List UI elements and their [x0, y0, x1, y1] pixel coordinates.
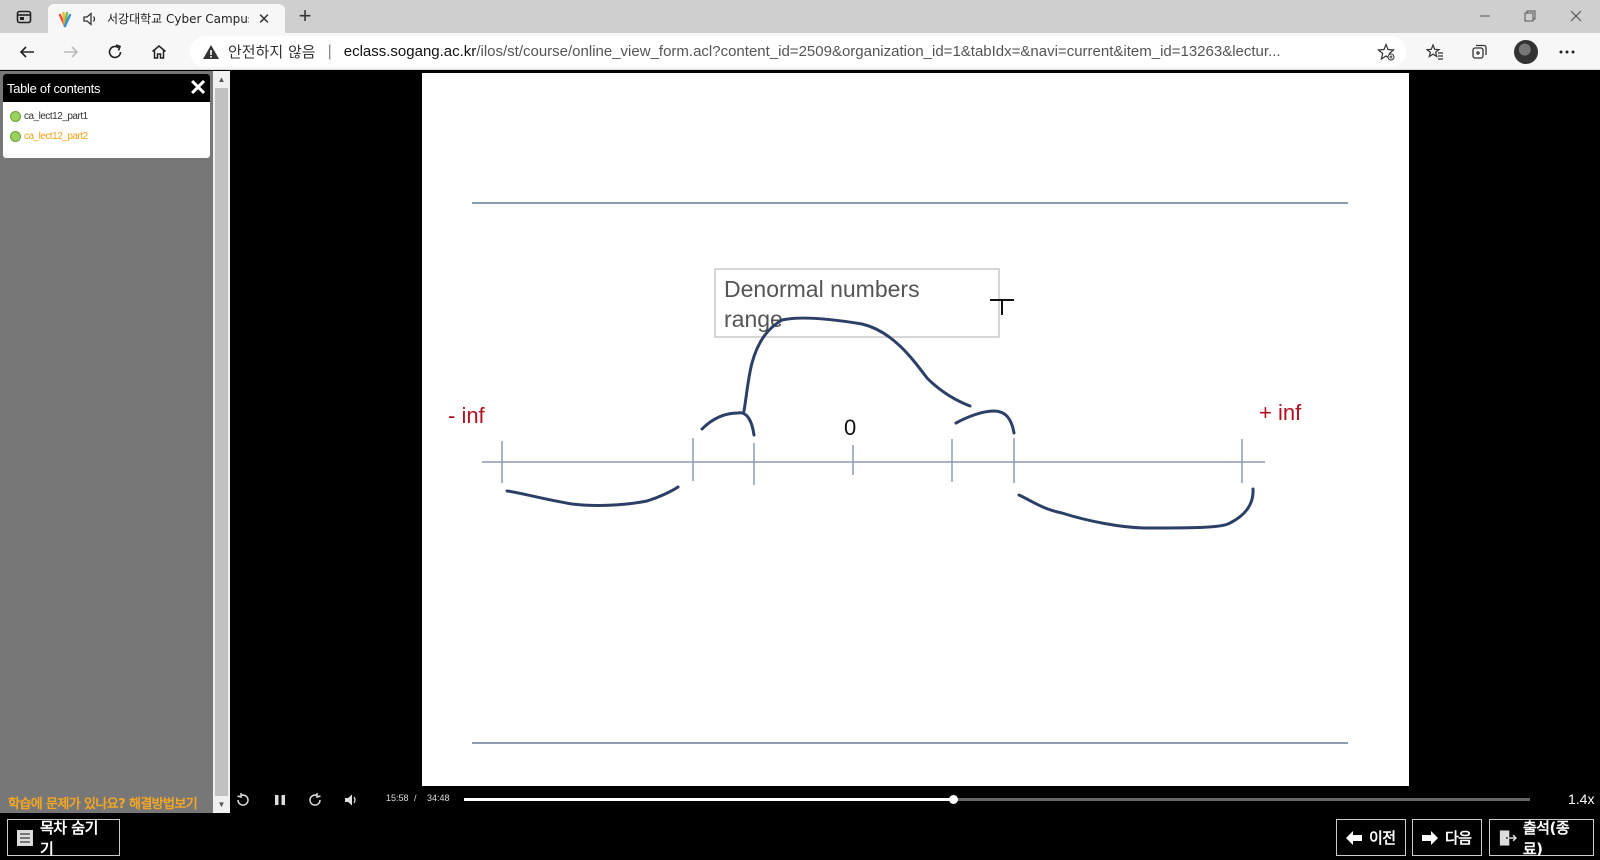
toc-close-icon[interactable]: ✕: [188, 75, 208, 100]
address-bar[interactable]: 안전하지 않음 | eclass.sogang.ac.kr/ilos/st/co…: [190, 36, 1406, 67]
add-favorite-icon[interactable]: [1376, 42, 1396, 62]
browser-tab-strip: 서강대학교 Cyber Campus ✕ +: [0, 0, 1600, 33]
crosshair-cursor-icon: [990, 299, 1014, 315]
vertical-scrollbar[interactable]: ▲ ▼: [213, 71, 230, 813]
callout-line-2: range: [724, 306, 783, 332]
scroll-up-icon[interactable]: ▲: [217, 75, 226, 84]
progress-fill: [464, 798, 954, 801]
browser-tab[interactable]: 서강대학교 Cyber Campus ✕: [48, 4, 285, 33]
rewind-icon[interactable]: [232, 790, 254, 810]
window-close-icon[interactable]: [1556, 4, 1596, 28]
back-arrow-icon[interactable]: [14, 39, 40, 65]
status-dot-icon: [10, 130, 21, 142]
favorites-icon[interactable]: [1422, 39, 1448, 65]
scroll-down-icon[interactable]: ▼: [217, 800, 226, 809]
denormal-callout-box: [714, 268, 1000, 338]
profile-avatar[interactable]: [1514, 40, 1538, 64]
collections-icon[interactable]: [1466, 39, 1492, 65]
toc-item-label: ca_lect12_part1: [24, 110, 88, 122]
handwritten-annotations: [505, 316, 1255, 530]
pos-inf-label: + inf: [1259, 400, 1302, 425]
current-time: 15:58: [386, 793, 409, 803]
volume-icon[interactable]: [340, 790, 362, 810]
playback-speed[interactable]: 1.4x: [1568, 791, 1595, 807]
time-separator: /: [414, 793, 417, 803]
url-path: /ilos/st/course/online_view_form.acl?con…: [476, 43, 1281, 60]
tab-title: 서강대학교 Cyber Campus: [107, 12, 249, 26]
progress-knob[interactable]: [949, 795, 959, 804]
progress-bar[interactable]: [464, 795, 1530, 804]
player-controls: 15:58 / 34:48 1.4x: [230, 786, 1600, 813]
tab-close-icon[interactable]: ✕: [257, 10, 271, 28]
url-text[interactable]: eclass.sogang.ac.kr/ilos/st/course/onlin…: [344, 43, 1344, 60]
arrow-right-icon: [1422, 830, 1438, 845]
sidebar: Table of contents ✕ ca_lect12_part1 ca_l…: [0, 71, 213, 813]
attendance-exit-label: 출석(종료): [1522, 818, 1570, 858]
annotation-denormal-arc: [742, 316, 972, 413]
video-player[interactable]: Denormal numbers range - inf + inf 0: [230, 71, 1600, 813]
reload-icon[interactable]: [102, 39, 128, 65]
callout-line-1: Denormal numbers: [724, 276, 920, 302]
tab-actions-icon[interactable]: [10, 6, 38, 28]
bottom-bar: 목차 숨기기 이전 다음 출석(종료): [0, 813, 1600, 860]
help-link[interactable]: 학습에 문제가 있나요? 해결방법보기: [8, 797, 198, 812]
toc-list: ca_lect12_part1 ca_lect12_part2: [3, 102, 210, 146]
exit-door-icon: [1499, 829, 1517, 846]
toc-header: Table of contents ✕: [3, 74, 210, 102]
site-favicon-icon: [56, 10, 74, 28]
lecture-slide: Denormal numbers range - inf + inf 0: [422, 73, 1409, 787]
number-line-ticks: [501, 438, 1243, 485]
toggle-toc-label: 목차 숨기기: [39, 818, 98, 858]
annotation-pos-overflow-arc: [1017, 487, 1255, 530]
arrow-left-icon: [1346, 830, 1362, 845]
previous-label: 이전: [1369, 829, 1396, 847]
status-dot-icon: [10, 110, 21, 122]
toc-item-label: ca_lect12_part2: [24, 130, 88, 142]
security-status-text[interactable]: 안전하지 않음: [228, 43, 316, 61]
scrollbar-thumb[interactable]: [215, 88, 228, 796]
more-menu-icon[interactable]: [1554, 39, 1580, 65]
toc-item-part2[interactable]: ca_lect12_part2: [3, 126, 210, 146]
warning-icon[interactable]: [202, 43, 220, 61]
new-tab-button[interactable]: +: [298, 3, 312, 28]
table-of-contents-panel: Table of contents ✕ ca_lect12_part1 ca_l…: [3, 74, 210, 158]
neg-inf-label: - inf: [448, 403, 486, 428]
annotation-neg-overflow-arc: [505, 485, 680, 507]
toggle-toc-button[interactable]: 목차 숨기기: [7, 818, 120, 858]
browser-toolbar: 안전하지 않음 | eclass.sogang.ac.kr/ilos/st/co…: [0, 33, 1600, 70]
forward-icon[interactable]: [304, 790, 326, 810]
annotation-denormal-right-hook: [954, 409, 1016, 435]
toc-title: Table of contents: [7, 80, 101, 96]
minimize-icon[interactable]: [1465, 4, 1505, 28]
address-separator: |: [327, 42, 332, 60]
forward-arrow-icon[interactable]: [58, 39, 84, 65]
annotation-denormal-left-hook: [700, 411, 756, 437]
restore-icon[interactable]: [1510, 4, 1550, 28]
url-host: eclass.sogang.ac.kr: [343, 43, 477, 60]
attendance-exit-button[interactable]: 출석(종료): [1489, 818, 1594, 858]
home-icon[interactable]: [146, 39, 172, 65]
next-button[interactable]: 다음: [1412, 819, 1482, 856]
total-time: 34:48: [427, 793, 450, 803]
next-label: 다음: [1445, 829, 1472, 847]
zero-label: 0: [844, 415, 856, 440]
speaker-icon[interactable]: [81, 10, 99, 28]
list-icon: [16, 829, 33, 846]
pause-icon[interactable]: [269, 790, 291, 810]
slide-canvas: Denormal numbers range - inf + inf 0: [448, 202, 1348, 744]
toc-item-part1[interactable]: ca_lect12_part1: [3, 106, 210, 126]
previous-button[interactable]: 이전: [1336, 819, 1406, 856]
